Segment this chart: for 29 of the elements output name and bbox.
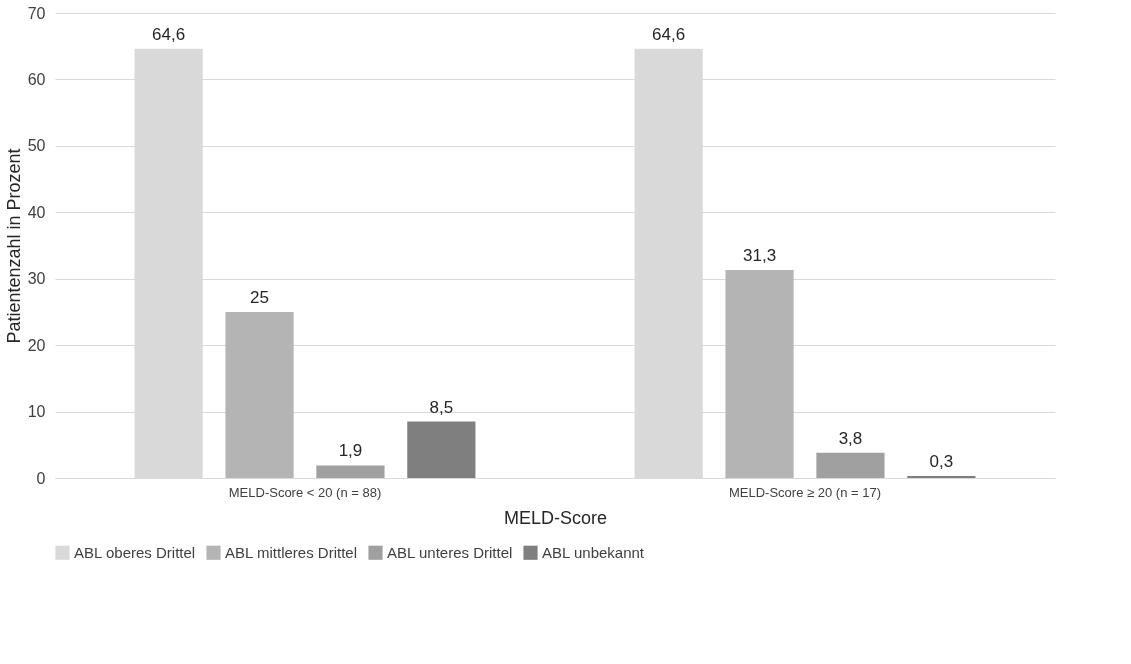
data-label: 3,8 — [838, 428, 863, 448]
x-axis-title: MELD-Score — [503, 507, 608, 528]
data-label: 25 — [250, 287, 270, 307]
data-label: 64,6 — [152, 24, 186, 44]
y-tick-label: 70 — [27, 4, 46, 22]
y-tick-label: 60 — [27, 70, 46, 88]
y-axis-title: Patientenzahl in Prozent — [3, 148, 24, 344]
legend-label: ABL unteres Drittel — [387, 543, 513, 561]
y-tick-label: 50 — [27, 137, 46, 155]
data-label: 1,9 — [338, 441, 363, 461]
y-tick-label: 0 — [36, 469, 46, 487]
y-tick-label: 40 — [27, 203, 46, 221]
y-tick-label: 10 — [27, 403, 46, 421]
y-tick-label: 20 — [27, 336, 46, 354]
legend-label: ABL mittleres Drittel — [225, 543, 357, 561]
legend-label: ABL unbekannt — [542, 543, 645, 561]
bar — [725, 270, 794, 478]
data-label: 64,6 — [652, 24, 686, 44]
x-tick-label: MELD-Score ≥ 20 (n = 17) — [728, 484, 882, 500]
data-label: 8,5 — [429, 397, 454, 417]
data-label: 0,3 — [929, 452, 954, 472]
x-tick-label: MELD-Score < 20 (n = 88) — [228, 484, 382, 500]
bar — [225, 311, 294, 478]
bar — [407, 421, 476, 478]
bar — [816, 452, 885, 478]
legend-label: ABL oberes Drittel — [74, 543, 196, 561]
y-tick-label: 30 — [27, 270, 46, 288]
bar — [316, 465, 385, 478]
data-label: 31,3 — [743, 246, 777, 266]
